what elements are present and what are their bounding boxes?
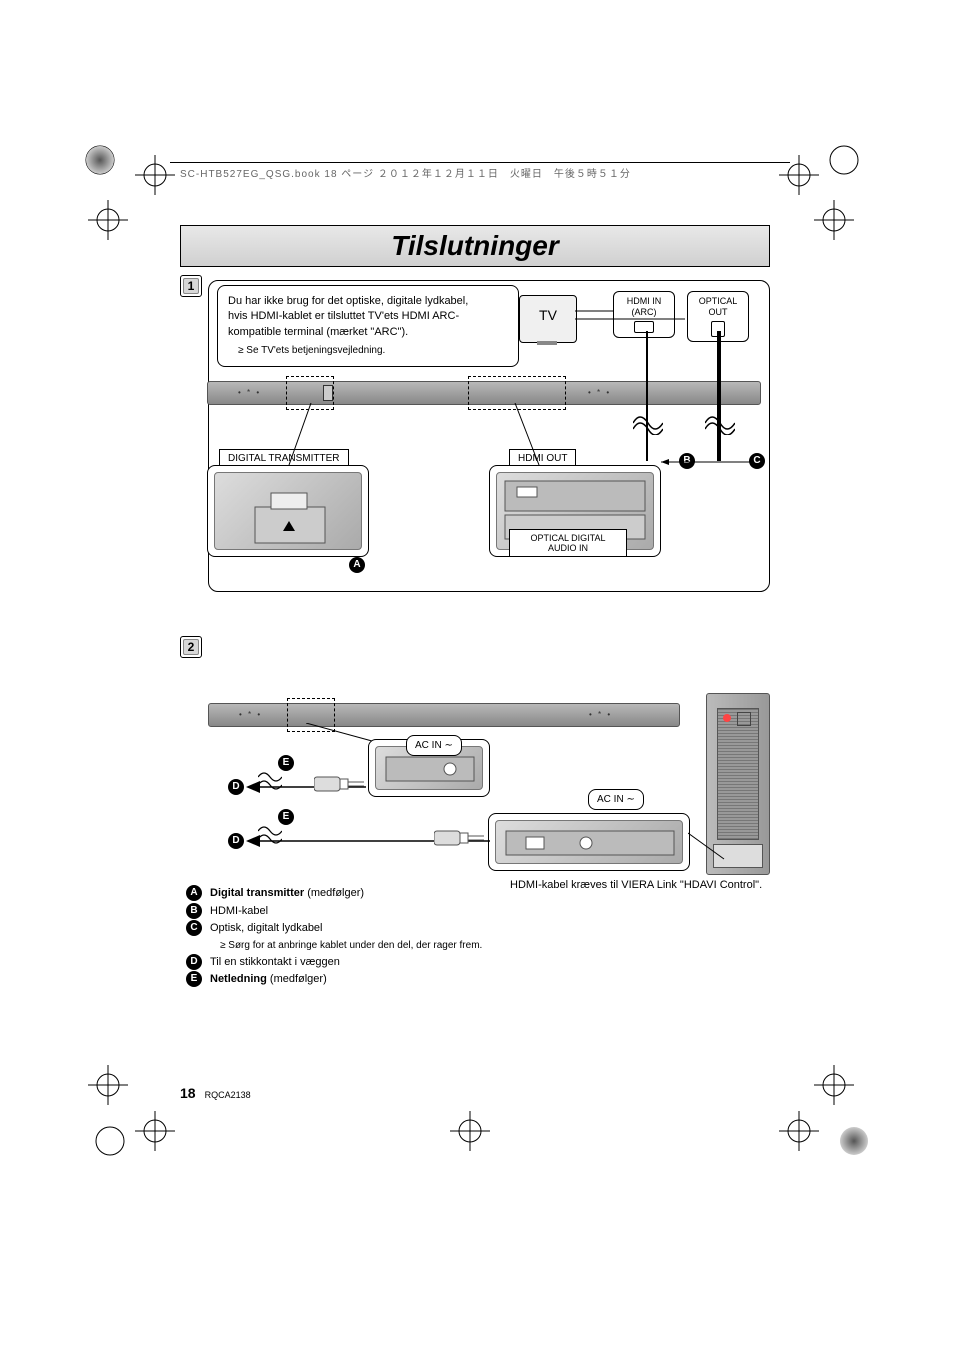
crop-mark-tl [70, 130, 130, 190]
ac-in-detail-2 [488, 813, 690, 871]
reg-mark-left [88, 200, 128, 240]
transmitter-detail [207, 465, 369, 557]
wavy-b [633, 411, 663, 441]
crop-mark-tr [814, 130, 874, 190]
reg-mark-br2 [779, 1111, 819, 1151]
crop-mark-br [824, 1111, 884, 1171]
letter-A: A [349, 557, 365, 573]
callout-line-ac1 [306, 723, 376, 743]
reg-mark-bl2 [135, 1111, 175, 1151]
wavy-c [705, 411, 735, 441]
subwoofer-grille [717, 708, 759, 840]
cable-b [639, 331, 659, 471]
reg-mark-top-left [135, 155, 175, 195]
letter-D-1: D [228, 779, 244, 795]
callout-line-hdmi [509, 403, 559, 467]
ac-in-label-1: AC IN ∼ [406, 735, 462, 756]
crop-mark-bl [80, 1111, 140, 1171]
page: SC-HTB527EG_QSG.book 18 ページ ２０１２年１２月１１日 … [0, 0, 954, 1351]
legend-C-sub: ≥ Sørg for at anbringe kablet under den … [186, 938, 770, 954]
zigzag-1 [258, 771, 282, 796]
zigzag-2 [258, 825, 282, 850]
note-line3: kompatible terminal (mærket "ARC"). [228, 325, 508, 340]
reg-mark-right-bottom [814, 1065, 854, 1105]
plug-1 [314, 773, 368, 795]
callout-line-transmitter [287, 403, 337, 467]
letter-E-2: E [278, 809, 294, 825]
step-2-badge: 2 [180, 636, 202, 658]
sub-button-icon [737, 712, 751, 726]
step-1-badge: 1 [180, 275, 202, 297]
transmitter-illustration [214, 472, 362, 550]
tv-box: TV [519, 295, 577, 343]
legend-row-D: D Til en stikkontakt i væggen [186, 954, 770, 972]
header-rule [170, 162, 790, 163]
header-filepath: SC-HTB527EG_QSG.book 18 ページ ２０１２年１２月１１日 … [180, 165, 631, 180]
note-line2: hvis HDMI-kablet er tilsluttet TV'ets HD… [228, 309, 508, 324]
right-note: HDMI-kabel kræves til VIERA Link "HDAVI … [510, 878, 780, 893]
reg-mark-left-bottom [88, 1065, 128, 1105]
page-number-value: 18 [180, 1085, 196, 1101]
ac-in-label-2: AC IN ∼ [588, 789, 644, 810]
reg-mark-top-right [779, 155, 819, 195]
legend-row-C: C Optisk, digitalt lydkabel [186, 920, 770, 938]
optical-digital-audio-in-label: OPTICAL DIGITAL AUDIO IN [509, 529, 627, 557]
led-icon [723, 714, 731, 722]
letter-D-2: D [228, 833, 244, 849]
legend: A Digital transmitter (medfølger) B HDMI… [186, 885, 770, 989]
tv-connections [575, 291, 695, 351]
note-line1: Du har ikke brug for det optiske, digita… [228, 294, 508, 309]
diagram-2: • * • • * • AC IN ∼ [208, 693, 770, 873]
tv-stand [537, 341, 557, 345]
letter-E-1: E [278, 755, 294, 771]
doc-code: RQCA2138 [205, 1090, 251, 1100]
soundbar: • * • • * • [207, 381, 761, 405]
legend-row-B: B HDMI-kabel [186, 903, 770, 921]
arrow-to-bc [661, 459, 761, 465]
page-content: Tilslutninger 1 Du har ikke brug for det… [180, 225, 770, 989]
reg-mark-right [814, 200, 854, 240]
page-footer: 18 RQCA2138 [180, 1085, 251, 1101]
legend-row-E: E Netledning (medfølger) [186, 971, 770, 989]
soundbar-step2: • * • • * • [208, 703, 680, 727]
callout-line-ac2 [688, 823, 728, 863]
plug-2 [434, 827, 488, 849]
reg-mark-bottom-center [450, 1111, 490, 1151]
note-box: Du har ikke brug for det optiske, digita… [217, 285, 519, 367]
cable-c [711, 331, 735, 471]
diagram-1: Du har ikke brug for det optiske, digita… [208, 280, 770, 592]
section-title: Tilslutninger [180, 225, 770, 267]
note-bullet: ≥ Se TV'ets betjeningsvejledning. [228, 344, 508, 358]
